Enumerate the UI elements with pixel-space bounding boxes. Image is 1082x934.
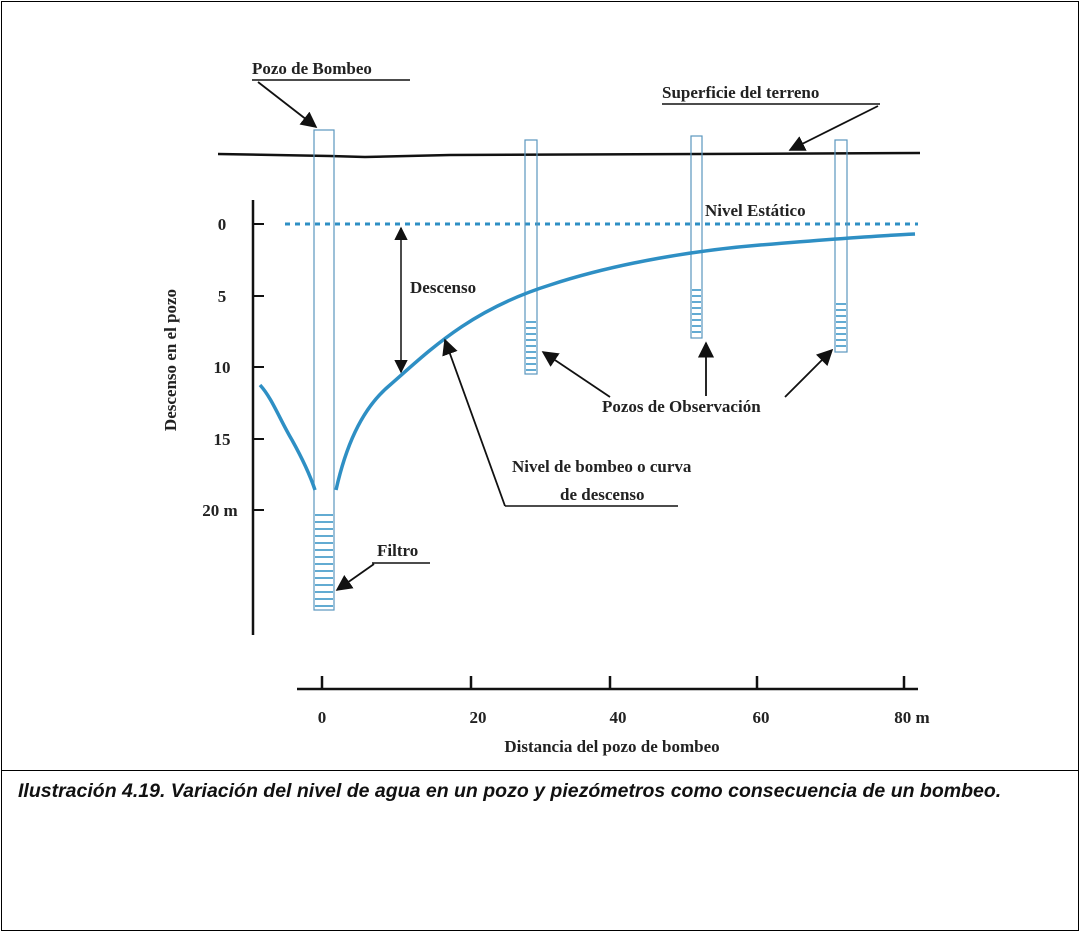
- static-level-label: Nivel Estático: [705, 201, 806, 220]
- y-tick-5: 5: [218, 287, 227, 306]
- observation-well-3-water: [836, 303, 846, 347]
- pumping-level-arrow: [442, 338, 506, 507]
- filter-arrow: [335, 563, 375, 591]
- pumping-well-label: Pozo de Bombeo: [252, 59, 372, 78]
- y-tick-20: 20 m: [202, 501, 237, 520]
- drawdown-diagram: 0 5 10 15 20 m Descenso en el pozo 0 20 …: [161, 59, 930, 756]
- observation-well-1-water: [526, 321, 536, 371]
- x-tick-80: 80 m: [894, 708, 929, 727]
- x-tick-60: 60: [753, 708, 770, 727]
- drawdown-label: Descenso: [410, 278, 476, 297]
- pumping-well-filter: [315, 514, 333, 607]
- y-tick-10: 10: [214, 358, 231, 377]
- y-axis-title: Descenso en el pozo: [161, 289, 180, 431]
- observation-arrow-3: [784, 348, 834, 398]
- observation-well-2-water: [692, 289, 701, 333]
- observation-well-3: [834, 139, 848, 353]
- pumping-level-label-line2: de descenso: [560, 485, 645, 504]
- x-axis-ticks: [320, 676, 906, 689]
- pumping-well-arrow: [257, 81, 318, 128]
- figure-caption: Ilustración 4.19. Variación del nivel de…: [18, 780, 1002, 802]
- ground-surface-label: Superficie del terreno: [662, 83, 819, 102]
- observation-well-1: [524, 139, 538, 375]
- observation-well-2: [690, 135, 703, 339]
- drawdown-curve-right: [334, 232, 916, 491]
- observation-arrow-1: [541, 351, 611, 398]
- ground-surface-line: [217, 151, 921, 159]
- y-tick-0: 0: [218, 215, 227, 234]
- caption-divider: [1, 770, 1079, 771]
- x-tick-20: 20: [470, 708, 487, 727]
- y-axis-ticks: [253, 223, 264, 511]
- drawdown-curve-left: [258, 383, 317, 491]
- pumping-well-casing: [313, 129, 335, 611]
- x-tick-40: 40: [610, 708, 627, 727]
- observation-wells-label: Pozos de Observación: [602, 397, 761, 416]
- filter-label: Filtro: [377, 541, 418, 560]
- x-tick-0: 0: [318, 708, 327, 727]
- y-tick-15: 15: [214, 430, 231, 449]
- x-axis-title: Distancia del pozo de bombeo: [504, 737, 719, 756]
- ground-surface-arrow: [788, 105, 879, 151]
- pumping-level-label-line1: Nivel de bombeo o curva: [512, 457, 692, 476]
